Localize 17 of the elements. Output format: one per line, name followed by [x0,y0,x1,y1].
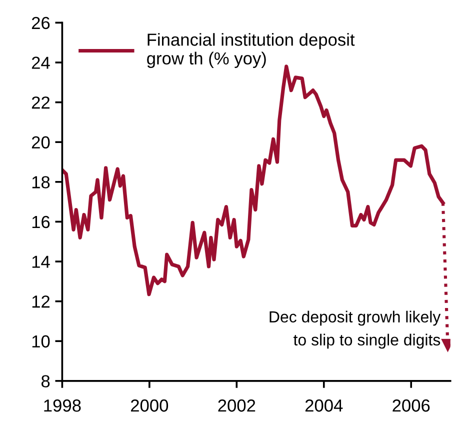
y-tick-label: 8 [41,375,50,388]
legend-label: Financial institution deposit grow th (% yoy) [147,33,355,68]
x-tick-label: 2002 [218,399,256,412]
x-tick-label: 2004 [305,399,343,412]
y-tick-label: 26 [32,16,50,30]
y-tick-label: 20 [32,136,50,149]
x-tick-label: 2006 [392,399,430,412]
y-tick-label: 12 [32,295,50,308]
x-tick-label: 2000 [130,399,168,412]
y-tick-label: 24 [32,56,50,69]
y-tick-label: 16 [32,216,50,228]
y-tick-label: 18 [32,176,50,188]
y-tick-label: 14 [32,256,50,268]
x-tick-label: 1998 [44,399,81,412]
annotation: Dec deposit growh likely to slip to single digits [270,310,441,349]
y-tick-label: 10 [32,335,50,348]
y-tick-label: 22 [32,96,50,109]
